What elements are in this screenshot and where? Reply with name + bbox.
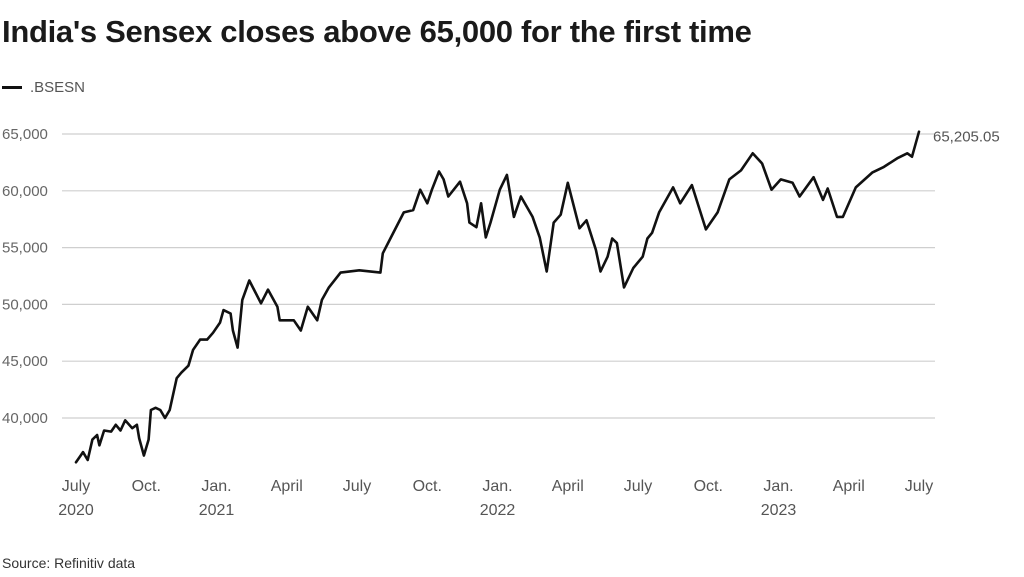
legend-label: .BSESN (30, 79, 86, 96)
chart-title: India's Sensex closes above 65,000 for t… (2, 14, 752, 49)
series-line-bsesn (74, 130, 921, 464)
end-value-label: 65,205.05 (933, 129, 1000, 146)
x-tick-label: July (62, 478, 90, 495)
x-tick-year: 2022 (480, 502, 516, 519)
x-tick-label: Oct. (694, 478, 723, 495)
y-tick-label: 50,000 (2, 296, 48, 313)
x-tick-label: Jan. (201, 478, 231, 495)
legend: .BSESN (2, 79, 85, 96)
y-tick-label: 45,000 (2, 353, 48, 370)
x-tick-label: July (343, 478, 371, 495)
y-tick-label: 40,000 (2, 410, 48, 427)
x-tick-label: April (833, 478, 865, 495)
x-tick-year: 2023 (761, 502, 797, 519)
y-tick-label: 55,000 (2, 240, 48, 257)
x-tick-year: 2020 (58, 502, 94, 519)
x-tick-label: Oct. (132, 478, 161, 495)
legend-swatch (2, 86, 22, 89)
x-tick-label: Jan. (763, 478, 793, 495)
x-tick-label: April (271, 478, 303, 495)
y-tick-label: 60,000 (2, 183, 48, 200)
y-tick-label: 65,000 (2, 126, 48, 143)
x-tick-label: Jan. (482, 478, 512, 495)
x-tick-label: July (624, 478, 652, 495)
x-tick-label: Oct. (413, 478, 442, 495)
source-note: Source: Refinitiv data (2, 555, 136, 571)
x-tick-label: April (552, 478, 584, 495)
x-tick-label: July (905, 478, 933, 495)
x-tick-year: 2021 (199, 502, 235, 519)
